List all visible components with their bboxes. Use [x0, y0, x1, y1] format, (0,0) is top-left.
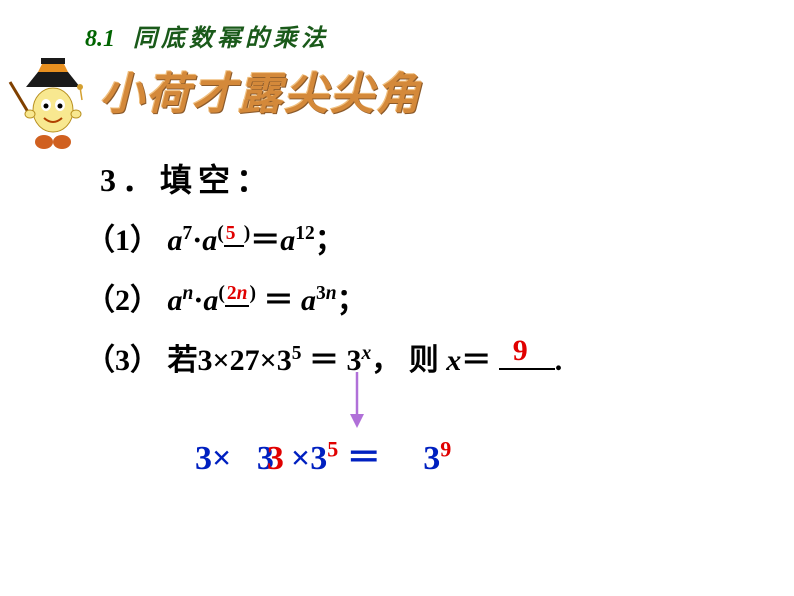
var-x: x [446, 344, 461, 377]
exp-7: 7 [183, 223, 193, 244]
arrow-down-icon [345, 370, 369, 430]
exp3-var: n [326, 283, 337, 304]
var-a3: a [280, 224, 295, 257]
var-a: a [168, 284, 183, 317]
ans2-var: n [237, 283, 248, 304]
three-1: 3 [198, 344, 213, 377]
mascot-icon [8, 52, 98, 152]
var-a: a [168, 224, 183, 257]
worked-line: 3× 3 3 ×35 ＝ 39 [195, 430, 451, 479]
exp-12: 12 [295, 223, 315, 244]
lparen: （ [85, 284, 115, 317]
dot: · [192, 224, 202, 257]
w-res9: 9 [440, 437, 451, 462]
var-a2: a [203, 284, 218, 317]
twentyseven: 27 [230, 344, 260, 377]
section-title: 同底数幂的乘法 [133, 26, 329, 52]
semi: ； [337, 284, 367, 317]
ruo: 若 [168, 344, 198, 377]
section-header: 8.1 同底数幂的乘法 [85, 18, 329, 53]
eq2: ＝ [461, 344, 499, 377]
times-1: × [213, 344, 230, 377]
eq: ＝ [250, 224, 280, 257]
eq: ＝ [301, 344, 346, 377]
semi: ； [315, 224, 345, 257]
blank-3: 9 [499, 346, 555, 370]
exp3-coef: 3 [316, 283, 326, 304]
w-times2: × [291, 440, 310, 477]
dot: · [193, 284, 203, 317]
three-2: 3 [277, 344, 292, 377]
w-exp5: 5 [327, 437, 338, 462]
w-33overlap: 3 3 [257, 440, 291, 478]
pnum: 1 [115, 224, 130, 257]
decorative-title: 小荷才露尖尖角 [100, 58, 422, 122]
exp-n: n [183, 283, 194, 304]
w-eq: ＝ [347, 440, 390, 477]
exp-x: x [361, 343, 371, 364]
problems-block: （1） a7·a(5)＝a12； （2） an·a(2n) ＝ a3n； （3）… [85, 215, 735, 395]
problem-1: （1） a7·a(5)＝a12； [85, 215, 735, 259]
question-heading: 3．填空： [100, 155, 274, 201]
w-times1: × [212, 440, 231, 477]
pnum: 2 [115, 284, 130, 317]
w-3c: 3 [267, 440, 284, 477]
rparen: ） [130, 224, 160, 257]
answer-3: 9 [513, 334, 528, 368]
period: . [555, 344, 563, 377]
w-3a: 3 [195, 440, 212, 477]
answer-1: 5 [224, 223, 244, 247]
lparen: （ [85, 344, 115, 377]
rparen: ） [130, 344, 160, 377]
comma: ， [371, 344, 401, 377]
pnum: 3 [115, 344, 130, 377]
rparen: ） [130, 284, 160, 317]
eq: ＝ [256, 284, 301, 317]
problem-3: （3） 若3×27×35 ＝ 3x， 则 x＝ 9. [85, 335, 735, 379]
ans2-coef: 2 [227, 283, 237, 304]
times-2: × [260, 344, 277, 377]
w-3d: 3 [310, 440, 327, 477]
var-a2: a [202, 224, 217, 257]
lparen: （ [85, 224, 115, 257]
w-res3: 3 [423, 440, 440, 477]
var-a3: a [301, 284, 316, 317]
section-number: 8.1 [85, 26, 115, 52]
problem-2: （2） an·a(2n) ＝ a3n； [85, 275, 735, 319]
exp5: 5 [292, 343, 302, 364]
ze: 则 [409, 344, 447, 377]
